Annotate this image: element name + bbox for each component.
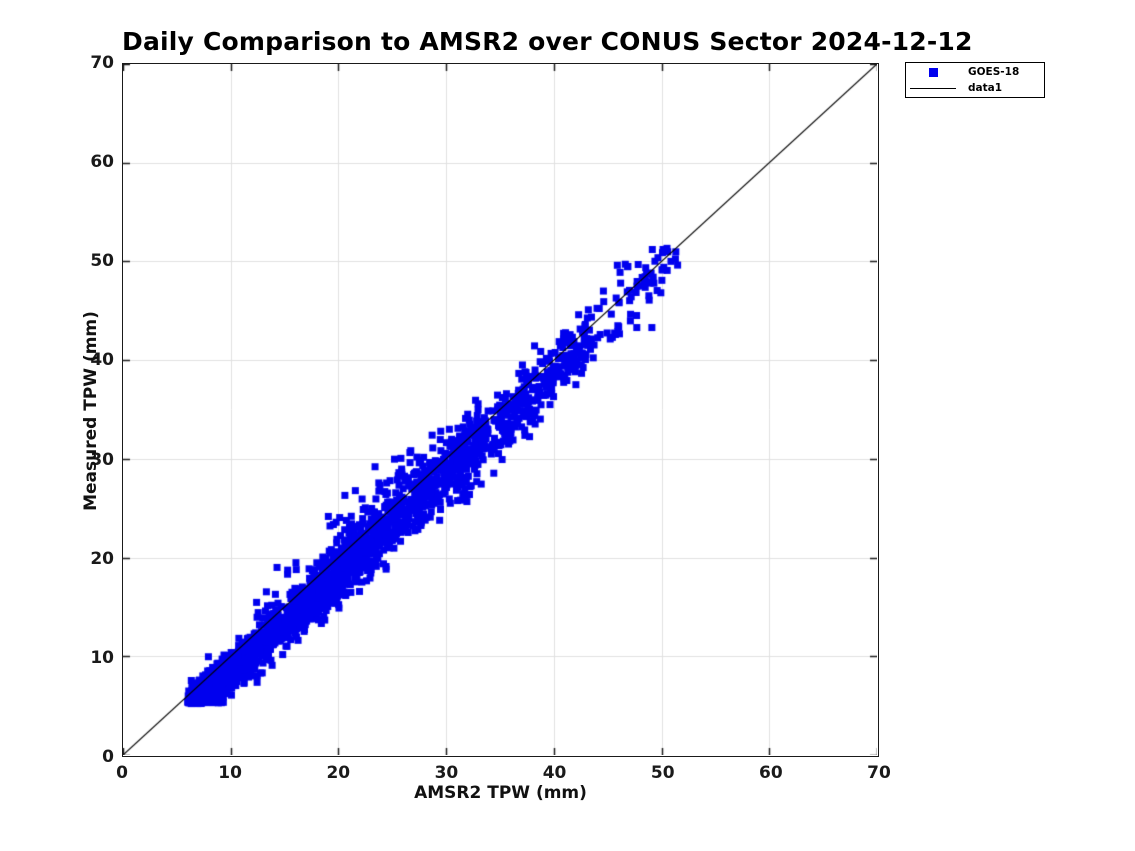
x-tick-label: 40 [542, 763, 567, 783]
y-tick-label: 60 [90, 152, 114, 173]
chart-title: Daily Comparison to AMSR2 over CONUS Sec… [122, 27, 973, 56]
legend-swatch [906, 67, 960, 77]
scatter-marker-icon [928, 67, 938, 77]
x-tick-label: 10 [218, 763, 242, 783]
y-tick-label: 30 [90, 449, 114, 470]
x-tick-label: 30 [434, 763, 459, 783]
x-tick-label: 0 [116, 763, 128, 783]
y-tick-label: 40 [90, 350, 114, 371]
y-tick-label: 0 [102, 747, 114, 767]
scatter-canvas [123, 64, 877, 755]
x-tick-label: 20 [326, 763, 351, 783]
y-tick-label: 20 [90, 548, 114, 569]
legend-label: data1 [968, 82, 1003, 94]
legend-label: GOES-18 [968, 66, 1020, 78]
y-axis-label: Measured TPW (mm) [81, 311, 101, 511]
legend-item-goes18: GOES-18 [906, 65, 1044, 80]
x-tick-label: 50 [650, 763, 675, 783]
legend-swatch [906, 87, 960, 89]
x-axis-label: AMSR2 TPW (mm) [414, 783, 587, 803]
legend-item-data1: data1 [906, 81, 1044, 96]
y-tick-label: 10 [90, 647, 114, 668]
legend: GOES-18 data1 [905, 62, 1045, 98]
y-tick-label: 50 [90, 251, 114, 272]
x-tick-label: 70 [867, 763, 891, 783]
reference-line-icon [910, 87, 956, 89]
y-tick-label: 70 [90, 53, 114, 73]
x-tick-label: 60 [759, 763, 783, 783]
plot-area [122, 63, 879, 757]
